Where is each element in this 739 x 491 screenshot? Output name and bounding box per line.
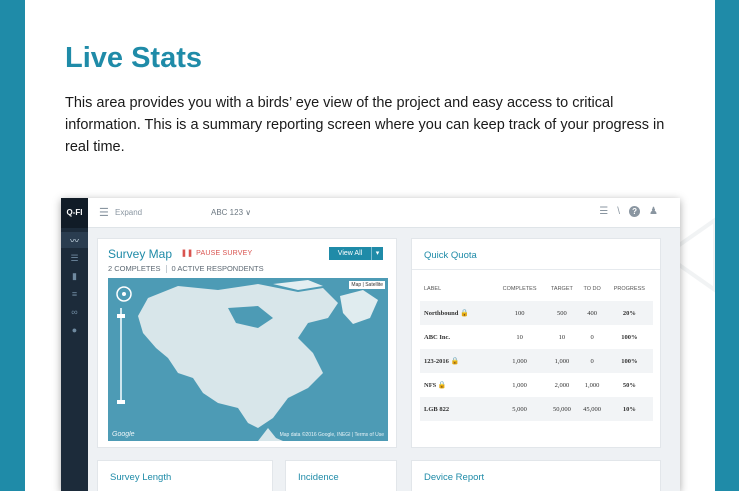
quota-table: LABEL COMPLETES TARGET TO DO PROGRESS No… [420, 277, 653, 421]
table-row[interactable]: LGB 822 5,000 50,000 45,000 10% [420, 397, 653, 421]
completes-cell: 1,000 [493, 349, 546, 373]
progress-cell: 50% [622, 381, 636, 389]
map-type-toggle[interactable]: Map | Satellite [349, 281, 385, 289]
pulse-icon[interactable]: 〰 [61, 232, 88, 248]
top-actions: ☰ \ ? ♟ [599, 206, 658, 217]
survey-map[interactable]: Map | Satellite Google Map data ©2016 Go… [108, 278, 388, 441]
device-report-card: Device Report [411, 460, 661, 491]
quick-quota-title: Quick Quota [424, 250, 477, 261]
todo-cell: 400 [578, 301, 606, 325]
todo-cell: 0 [578, 349, 606, 373]
row-label-text: NFS [424, 382, 437, 389]
target-cell: 2,000 [554, 381, 570, 389]
lock-icon: 🔒 [437, 381, 447, 389]
pan-control-icon[interactable] [116, 286, 132, 307]
row-label: NFS 🔒 [420, 373, 494, 397]
link-icon[interactable]: ∞ [71, 307, 78, 317]
column-header: PROGRESS [613, 286, 645, 292]
progress-cell: 100% [605, 349, 653, 373]
progress-cell: 100% [621, 333, 638, 341]
page-title: Live Stats [65, 42, 202, 74]
zoom-in-icon[interactable] [117, 314, 125, 318]
column-header: TARGET [550, 286, 573, 292]
todo-cell: 0 [590, 333, 594, 341]
incidence-card: Incidence [285, 460, 397, 491]
table-row[interactable]: NFS 🔒 1,000 2,000 1,000 50% [420, 373, 653, 397]
completes-count: 2 COMPLETES [108, 264, 161, 273]
survey-map-card: Survey Map ❚❚ PAUSE SURVEY 2 COMPLETES 0 A… [97, 238, 397, 448]
progress-cell: 10% [605, 397, 653, 421]
todo-cell: 45,000 [578, 397, 606, 421]
zoom-slider[interactable] [120, 308, 122, 404]
menu-icon[interactable]: ☰ [99, 207, 109, 219]
todo-cell: 1,000 [584, 381, 600, 389]
column-header: TO DO [583, 286, 601, 292]
row-label: LGB 822 [420, 397, 494, 421]
zoom-out-icon[interactable] [117, 400, 125, 404]
table-row[interactable]: Northbound 🔒 100 500 400 20% [420, 301, 653, 325]
row-label: ABC Inc. [424, 333, 451, 341]
watermark-shape [661, 217, 715, 293]
completes-cell: 1,000 [512, 381, 527, 389]
target-cell: 500 [545, 301, 579, 325]
user-icon[interactable]: ♟ [649, 206, 658, 217]
incidence-title: Incidence [298, 472, 339, 483]
column-header: COMPLETES [502, 286, 537, 292]
completes-cell: 10 [516, 333, 523, 341]
table-header-row: LABEL COMPLETES TARGET TO DO PROGRESS [420, 277, 653, 301]
lock-icon: 🔒 [450, 357, 460, 365]
list-icon[interactable]: ☰ [599, 206, 609, 217]
map-attribution[interactable]: Map data ©2016 Google, INEGI | Terms of … [279, 432, 384, 438]
table-row[interactable]: ABC Inc. 10 10 0 100% [420, 325, 653, 349]
target-cell: 1,000 [545, 349, 579, 373]
page-panel: Live Stats This area provides you with a… [25, 0, 715, 491]
document-icon[interactable]: ▮ [72, 270, 77, 281]
progress-cell: 20% [605, 301, 653, 325]
app-screenshot: Q-FI 〰 ☰ ▮ ≡ ∞ ● ☰ Expand ABC 123 ∨ ☰ \ … [61, 198, 680, 491]
chat-icon[interactable]: ● [71, 325, 78, 335]
report-icon[interactable]: ≡ [71, 289, 78, 299]
survey-length-title: Survey Length [110, 472, 172, 483]
help-icon[interactable]: ? [629, 206, 641, 217]
row-label-text: 123-2016 [424, 358, 449, 365]
quick-quota-card: Quick Quota LABEL COMPLETES TARGET TO DO… [411, 238, 661, 448]
survey-length-card: Survey Length [97, 460, 273, 491]
north-america-map [138, 280, 378, 441]
page-description: This area provides you with a birds’ eye… [65, 95, 665, 155]
list-icon[interactable]: ☰ [70, 252, 79, 263]
completes-cell: 5,000 [493, 397, 546, 421]
app-topbar: ☰ Expand ABC 123 ∨ ☰ \ ? ♟ [88, 198, 680, 228]
survey-map-title: Survey Map [108, 247, 173, 261]
app-sidebar: Q-FI 〰 ☰ ▮ ≡ ∞ ● [61, 198, 88, 491]
google-logo: Google [112, 431, 135, 438]
rss-icon[interactable]: \ [617, 206, 621, 217]
row-label: 123-2016 🔒 [420, 349, 494, 373]
column-header: LABEL [424, 286, 442, 292]
target-cell: 50,000 [545, 397, 579, 421]
pause-survey-button[interactable]: ❚❚ PAUSE SURVEY [181, 249, 252, 257]
project-selector[interactable]: ABC 123 ∨ [211, 208, 252, 217]
divider [412, 269, 660, 270]
divider [165, 265, 167, 274]
pause-icon: ❚❚ [181, 250, 194, 257]
view-all-button[interactable]: View All ▾ [329, 247, 383, 260]
device-report-title: Device Report [424, 472, 485, 483]
map-stats: 2 COMPLETES 0 ACTIVE RESPONDENTS [108, 264, 264, 274]
target-cell: 10 [558, 333, 566, 341]
app-logo: Q-FI [61, 198, 88, 228]
completes-cell: 100 [493, 301, 546, 325]
pause-label: PAUSE SURVEY [196, 250, 253, 257]
active-respondents: 0 ACTIVE RESPONDENTS [171, 264, 264, 273]
row-label: Northbound 🔒 [420, 301, 494, 325]
row-label-text: Northbound [424, 310, 459, 317]
chevron-down-icon[interactable]: ▾ [371, 247, 383, 260]
expand-button[interactable]: Expand [115, 208, 143, 217]
lock-icon: 🔒 [459, 309, 469, 317]
table-row[interactable]: 123-2016 🔒 1,000 1,000 0 100% [420, 349, 653, 373]
view-all-label: View All [337, 250, 363, 257]
